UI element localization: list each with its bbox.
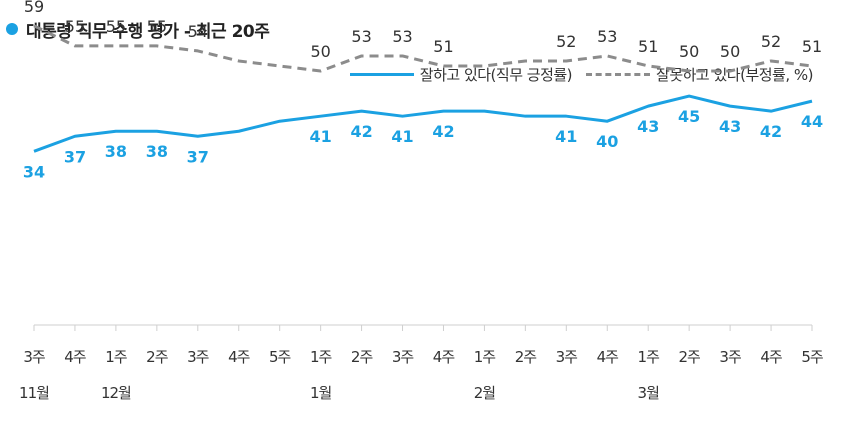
approve-data-label: 40 (596, 132, 618, 151)
month-label: 1월 (310, 384, 332, 402)
approve-data-label: 45 (678, 107, 700, 126)
x-tick-label: 4주 (597, 348, 619, 366)
x-tick-label: 4주 (228, 348, 250, 366)
x-tick-label: 2주 (515, 348, 537, 366)
month-label: 11월 (19, 384, 49, 402)
approve-data-label: 41 (309, 127, 331, 146)
disapprove-data-label: 55 (147, 17, 167, 36)
x-tick-label: 3주 (187, 348, 209, 366)
disapprove-data-label: 59 (24, 0, 44, 16)
x-tick-label: 1주 (310, 348, 332, 366)
approve-data-label: 43 (719, 117, 741, 136)
legend-dashed-line-icon (586, 73, 651, 76)
chart-title-row: 대통령 직무 수행 평가 - 최근 20주 (6, 16, 270, 42)
approve-data-label: 38 (146, 142, 168, 161)
approve-data-label: 41 (555, 127, 577, 146)
month-label: 2월 (474, 384, 496, 402)
approve-data-label: 34 (23, 162, 45, 181)
x-tick-label: 3주 (719, 348, 741, 366)
legend-label-disapprove: 잘못하고 있다(부정률, %) (656, 66, 813, 84)
disapprove-data-label: 51 (802, 37, 822, 56)
disapprove-series-line (33, 24, 813, 73)
approve-data-label: 43 (637, 117, 659, 136)
x-tick-label: 1주 (638, 348, 660, 366)
month-label: 12월 (101, 384, 131, 402)
disapprove-data-label: 54 (188, 22, 208, 41)
x-tick-label: 2주 (351, 348, 373, 366)
approve-data-label: 37 (187, 147, 209, 166)
disapprove-data-label: 51 (638, 37, 658, 56)
x-tick-label: 3주 (23, 348, 45, 366)
approve-data-label: 41 (391, 127, 413, 146)
approve-data-label: 42 (350, 122, 372, 141)
disapprove-data-label: 55 (65, 17, 85, 36)
disapprove-data-label: 51 (433, 37, 453, 56)
disapprove-data-label: 52 (556, 32, 576, 51)
approve-data-label: 38 (105, 142, 127, 161)
disapprove-data-label: 55 (106, 17, 126, 36)
x-tick-label: 2주 (146, 348, 168, 366)
disapprove-data-label: 50 (679, 42, 699, 61)
disapprove-data-label: 50 (310, 42, 330, 61)
disapprove-data-label: 50 (720, 42, 740, 61)
legend-label-approve: 잘하고 있다(직무 긍정률) (419, 66, 573, 84)
x-tick-label: 1주 (105, 348, 127, 366)
x-tick-label: 2주 (678, 348, 700, 366)
x-tick-label: 5주 (801, 348, 823, 366)
x-tick-label: 1주 (474, 348, 496, 366)
chart-title: 대통령 직무 수행 평가 - 최근 20주 (26, 21, 270, 42)
approve-data-label: 37 (64, 147, 86, 166)
approve-data-label: 42 (432, 122, 454, 141)
month-label: 3월 (638, 384, 660, 402)
legend-item-approve: 잘하고 있다(직무 긍정률) (349, 64, 573, 85)
disapprove-data-label: 53 (392, 27, 412, 46)
title-dot-icon (6, 23, 18, 35)
disapprove-data-label: 53 (597, 27, 617, 46)
x-tick-label: 4주 (433, 348, 455, 366)
legend-item-disapprove: 잘못하고 있다(부정률, %) (586, 64, 813, 85)
x-tick-label: 3주 (556, 348, 578, 366)
disapprove-data-label: 52 (761, 32, 781, 51)
x-tick-label: 5주 (269, 348, 291, 366)
approve-series-line (33, 94, 813, 153)
chart-legend: 잘하고 있다(직무 긍정률) 잘못하고 있다(부정률, %) (336, 64, 813, 85)
x-tick-label: 3주 (392, 348, 414, 366)
x-tick-label: 4주 (64, 348, 86, 366)
approve-data-label: 44 (801, 112, 823, 131)
x-tick-label: 4주 (760, 348, 782, 366)
disapprove-data-label: 53 (351, 27, 371, 46)
approve-data-label: 42 (760, 122, 782, 141)
legend-solid-line-icon (349, 73, 414, 76)
